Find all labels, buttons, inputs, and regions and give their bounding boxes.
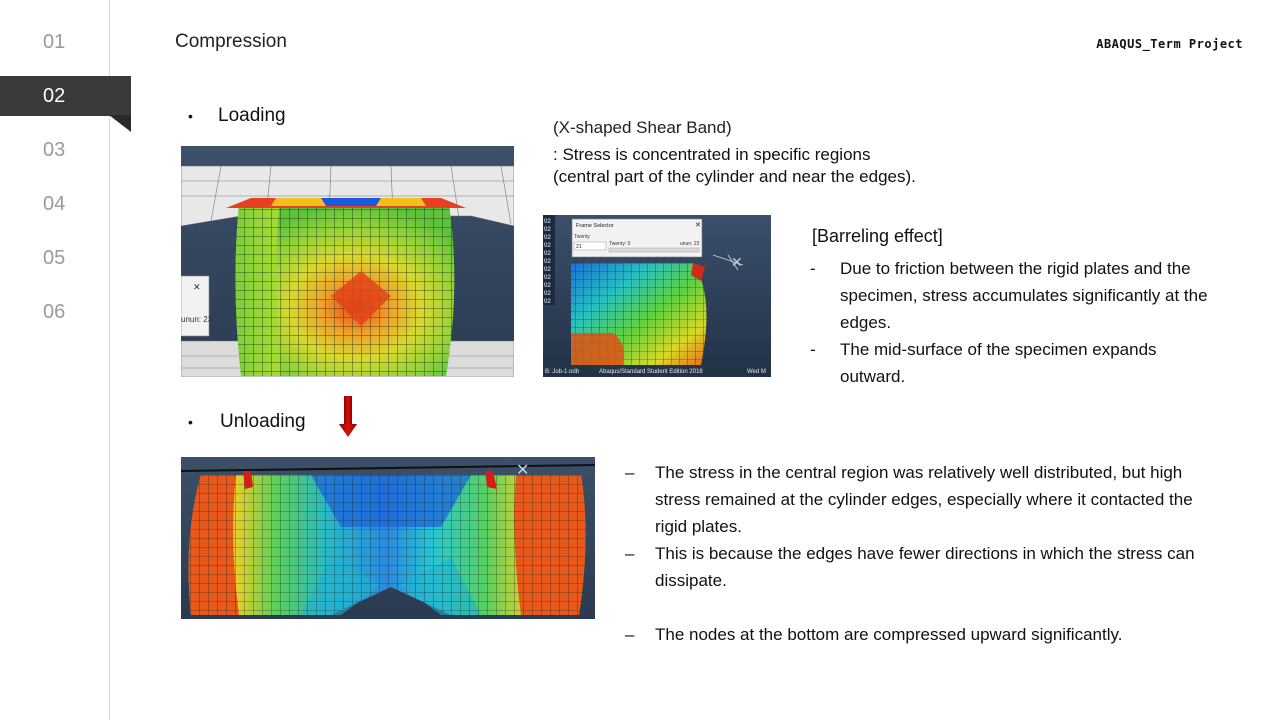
- dash-marker: –: [625, 463, 635, 482]
- nav-item-03[interactable]: 03: [43, 139, 66, 161]
- svg-text:02: 02: [544, 219, 551, 225]
- svg-text:✕: ✕: [695, 222, 701, 229]
- svg-text:Abaqus/Standard Student Editio: Abaqus/Standard Student Edition 2018: [599, 369, 703, 375]
- frame-value: 21: [576, 244, 582, 250]
- frame-selector-title: Frame Selector: [576, 223, 614, 229]
- list-item: – This is because the edges have fewer d…: [625, 540, 1225, 594]
- svg-text:02: 02: [544, 243, 551, 249]
- loading-bullet-row: • Loading: [188, 105, 286, 127]
- barreling-list: - Due to friction between the rigid plat…: [810, 255, 1210, 390]
- list-item: - Due to friction between the rigid plat…: [810, 255, 1210, 336]
- dash-marker: -: [810, 259, 816, 278]
- shear-band-line-1: : Stress is concentrated in specific reg…: [553, 145, 871, 164]
- svg-text:✕: ✕: [193, 282, 201, 292]
- unloading-notes-list: – The stress in the central region was r…: [625, 459, 1225, 648]
- svg-text:02: 02: [544, 299, 551, 305]
- loading-label: Loading: [218, 105, 286, 126]
- bullet-icon: •: [188, 107, 193, 124]
- brand-label: ABAQUS_Term Project: [1096, 37, 1243, 51]
- svg-text:✕: ✕: [731, 254, 743, 270]
- nav-item-04[interactable]: 04: [43, 193, 66, 215]
- section-sidebar: [0, 0, 110, 720]
- loading-stress-figure: ✕ unun: 23: [181, 146, 514, 377]
- svg-text:Twenty: Twenty: [574, 234, 590, 240]
- nav-item-02[interactable]: 02: [0, 76, 131, 116]
- list-item: – The nodes at the bottom are compressed…: [625, 621, 1225, 648]
- dash-marker: –: [625, 544, 635, 563]
- down-arrow-icon: [339, 396, 357, 437]
- nav-item-05[interactable]: 05: [43, 247, 66, 269]
- svg-text:02: 02: [544, 235, 551, 241]
- svg-text:02: 02: [544, 283, 551, 289]
- shear-band-line-2: (central part of the cylinder and near t…: [553, 167, 916, 186]
- svg-text:02: 02: [544, 267, 551, 273]
- svg-text:Wed M: Wed M: [747, 369, 766, 375]
- slide-title: Compression: [175, 31, 287, 52]
- loading-stress-plot: ✕ unun: 23: [181, 146, 514, 377]
- dash-marker: -: [810, 340, 816, 359]
- dash-marker: –: [625, 625, 635, 644]
- svg-text:02: 02: [544, 227, 551, 233]
- unloading-stress-figure: ✕: [181, 457, 595, 619]
- legend-values: 02 02 02 02 02 02 02 02 02 02 02: [544, 219, 551, 305]
- frame-selector-plot: 02 02 02 02 02 02 02 02 02 02 02 ✕ Frame…: [543, 215, 771, 377]
- svg-text:02: 02: [544, 251, 551, 257]
- svg-text:✕: ✕: [516, 462, 529, 479]
- nav-item-06[interactable]: 06: [43, 301, 66, 323]
- list-item: – The stress in the central region was r…: [625, 459, 1225, 540]
- active-tab-fold: [109, 115, 131, 132]
- svg-text:unun: 23: unun: 23: [680, 241, 700, 247]
- svg-text:02: 02: [544, 275, 551, 281]
- svg-text:B: Job-1.odb: B: Job-1.odb: [545, 369, 580, 375]
- unloading-bullet-row: • Unloading: [188, 411, 306, 433]
- barreling-title: [Barreling effect]: [812, 226, 943, 246]
- unloading-label: Unloading: [220, 411, 306, 432]
- svg-text:Twenty: 0: Twenty: 0: [609, 241, 631, 247]
- shear-band-heading: (X-shaped Shear Band): [553, 118, 732, 137]
- svg-text:02: 02: [544, 259, 551, 265]
- list-item: - The mid-surface of the specimen expand…: [810, 336, 1210, 390]
- nav-item-01[interactable]: 01: [43, 31, 66, 53]
- svg-text:02: 02: [544, 291, 551, 297]
- loading-dialog-fragment: unun: 23: [181, 315, 213, 324]
- list-spacer: [625, 594, 1225, 621]
- unloading-stress-plot: ✕: [181, 457, 595, 619]
- bullet-icon: •: [188, 413, 193, 430]
- frame-selector-screenshot: 02 02 02 02 02 02 02 02 02 02 02 ✕ Frame…: [543, 215, 771, 377]
